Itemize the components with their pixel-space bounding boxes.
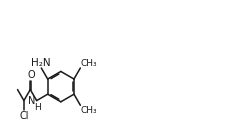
Text: CH₃: CH₃ xyxy=(81,106,98,115)
Text: CH₃: CH₃ xyxy=(81,58,98,68)
Text: H: H xyxy=(34,103,41,112)
Text: N: N xyxy=(28,96,36,106)
Text: Cl: Cl xyxy=(19,111,29,121)
Text: O: O xyxy=(27,70,35,80)
Text: H₂N: H₂N xyxy=(32,58,51,68)
